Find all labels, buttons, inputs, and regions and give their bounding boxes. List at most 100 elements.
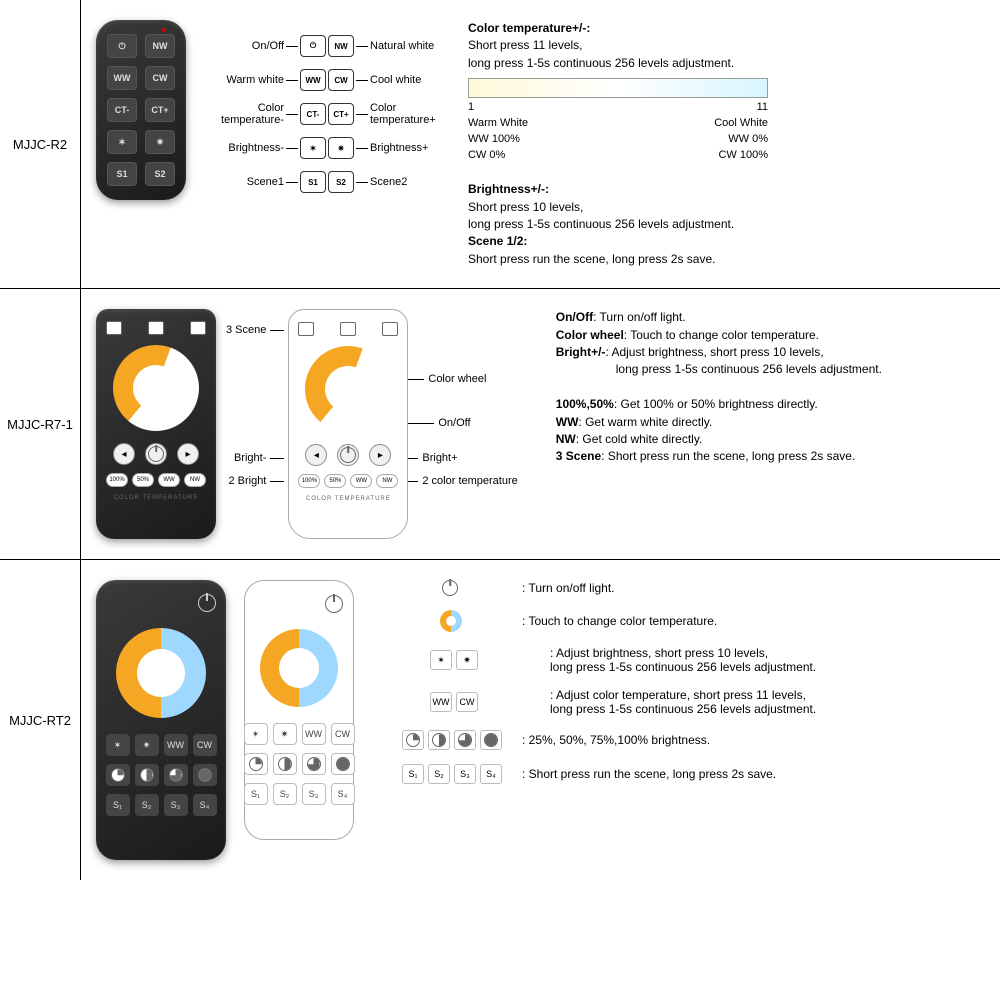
brightness-minus-button[interactable]: ✶ [244,723,268,745]
r2-callout-diagram: On/Off⏻NWNatural white Warm whiteWWCWCoo… [204,34,450,194]
pill-nw[interactable]: NW [184,473,206,487]
ct-line2: long press 1-5s continuous 256 levels ad… [468,56,734,70]
brightness-plus-button[interactable]: ✷ [273,723,297,745]
bright-minus-button[interactable]: ◂ [305,444,327,466]
d-pct: : Get 100% or 50% brightness directly. [614,397,818,411]
scene4-button[interactable]: S₄ [193,794,217,816]
power-button[interactable] [198,594,216,612]
diagram-brm: ✶ [300,137,326,159]
pie-100-button[interactable] [331,753,355,775]
scene4-button[interactable]: S₄ [331,783,355,805]
power-button[interactable] [145,443,167,465]
scene-button[interactable] [298,322,314,336]
pill-50[interactable]: 50% [324,474,346,488]
diagram-s1: S1 [300,171,326,193]
scene1-button[interactable]: S1 [107,162,137,186]
scene2-button[interactable]: S₂ [273,783,297,805]
ct-plus-button[interactable]: CT+ [145,98,175,122]
pie-50-button[interactable] [273,753,297,775]
color-wheel[interactable] [116,628,206,718]
power-button[interactable] [337,444,359,466]
d-wheel-b: Color wheel [556,328,624,342]
callout-onoff: On/Off [438,417,470,429]
row-r2-content: ⏻NW WWCW CT-CT+ ✶✷ S1S2 On/Off⏻NWNatural… [81,0,1000,288]
ww-button[interactable]: WW [302,723,326,745]
grad-r4: CW 100% [718,148,768,164]
leg-ct2: long press 1-5s continuous 256 levels ad… [550,702,816,716]
pill-100[interactable]: 100% [298,474,320,488]
pie-75-button[interactable] [302,753,326,775]
scene3-button[interactable]: S₃ [164,794,188,816]
cw-icon: CW [456,692,478,712]
color-temp-gradient [468,78,768,98]
scene-button[interactable] [340,322,356,336]
grad-l3: WW 100% [468,132,520,148]
diagram-power: ⏻ [300,35,326,57]
callout-natural: Natural white [370,40,450,52]
diagram-nw: NW [328,35,354,57]
pie-25-button[interactable] [244,753,268,775]
ct-minus-button[interactable]: CT- [107,98,137,122]
scene-button[interactable] [148,321,164,335]
remote-rt2-light: ✶✷WWCW S₁S₂S₃S₄ [244,580,354,840]
ww-button[interactable]: WW [164,734,188,756]
brightness-minus-button[interactable]: ✶ [107,130,137,154]
grad-r1: 11 [757,100,768,116]
diagram-ctm: CT- [300,103,326,125]
d-br2: long press 1-5s continuous 256 levels ad… [616,362,882,376]
power-icon [442,580,458,596]
leg-scene: : Short press run the scene, long press … [522,767,776,781]
row-label-rt2: MJJC-RT2 [0,560,80,880]
scene1-button[interactable]: S₁ [106,794,130,816]
ct-title: Color temperature+/-: [468,21,590,35]
callout-onoff: On/Off [204,40,284,52]
remote-r7-light: ◂ ▸ 100% 50% WW NW COLOR TEMPERATURE [288,309,408,539]
callout-2color: 2 color temperature [422,475,517,487]
scene3-button[interactable]: S₃ [302,783,326,805]
brightness-minus-button[interactable]: ✶ [106,734,130,756]
bright-plus-button[interactable]: ▸ [369,444,391,466]
scene-button[interactable] [106,321,122,335]
pill-nw[interactable]: NW [376,474,398,488]
pie-50-button[interactable] [135,764,159,786]
cw-button[interactable]: CW [331,723,355,745]
callout-scene2: Scene2 [370,176,450,188]
scene-button[interactable] [190,321,206,335]
brightness-plus-button[interactable]: ✷ [145,130,175,154]
scene2-button[interactable]: S2 [145,162,175,186]
color-wheel[interactable] [260,629,338,707]
grad-l1: 1 [468,100,474,116]
diagram-ctp: CT+ [328,103,354,125]
scene2-button[interactable]: S₂ [135,794,159,816]
remote-footer-label: COLOR TEMPERATURE [306,496,391,502]
power-button[interactable]: ⏻ [107,34,137,58]
pie-25-button[interactable] [106,764,130,786]
scene1-button[interactable]: S₁ [244,783,268,805]
diagram-s2: S2 [328,171,354,193]
pill-ww[interactable]: WW [158,473,180,487]
callout-brplus: Brightness+ [370,142,450,154]
pill-ww[interactable]: WW [350,474,372,488]
bright-plus-button[interactable]: ▸ [177,443,199,465]
pie-100-button[interactable] [193,764,217,786]
callout-ctplus: Color temperature+ [370,102,450,126]
ww-button[interactable]: WW [107,66,137,90]
pill-100[interactable]: 100% [106,473,128,487]
bright-minus-button[interactable]: ◂ [113,443,135,465]
cw-button[interactable]: CW [193,734,217,756]
color-wheel[interactable] [113,345,199,431]
leg-bright2: long press 1-5s continuous 256 levels ad… [550,660,816,674]
pie-75-button[interactable] [164,764,188,786]
brightness-plus-button[interactable]: ✷ [135,734,159,756]
cw-button[interactable]: CW [145,66,175,90]
remote-r2-dark: ⏻ NW WW CW CT- CT+ ✶ ✷ S1 S2 [96,20,186,200]
pill-50[interactable]: 50% [132,473,154,487]
scene2-icon: S₂ [428,764,450,784]
scene4-icon: S₄ [480,764,502,784]
leg-wheel: : Touch to change color temperature. [522,614,717,628]
rt2-legend: : Turn on/off light. : Touch to change c… [402,580,816,784]
scene-button[interactable] [382,322,398,336]
power-button[interactable] [325,595,343,613]
color-wheel[interactable] [305,346,391,432]
nw-button[interactable]: NW [145,34,175,58]
